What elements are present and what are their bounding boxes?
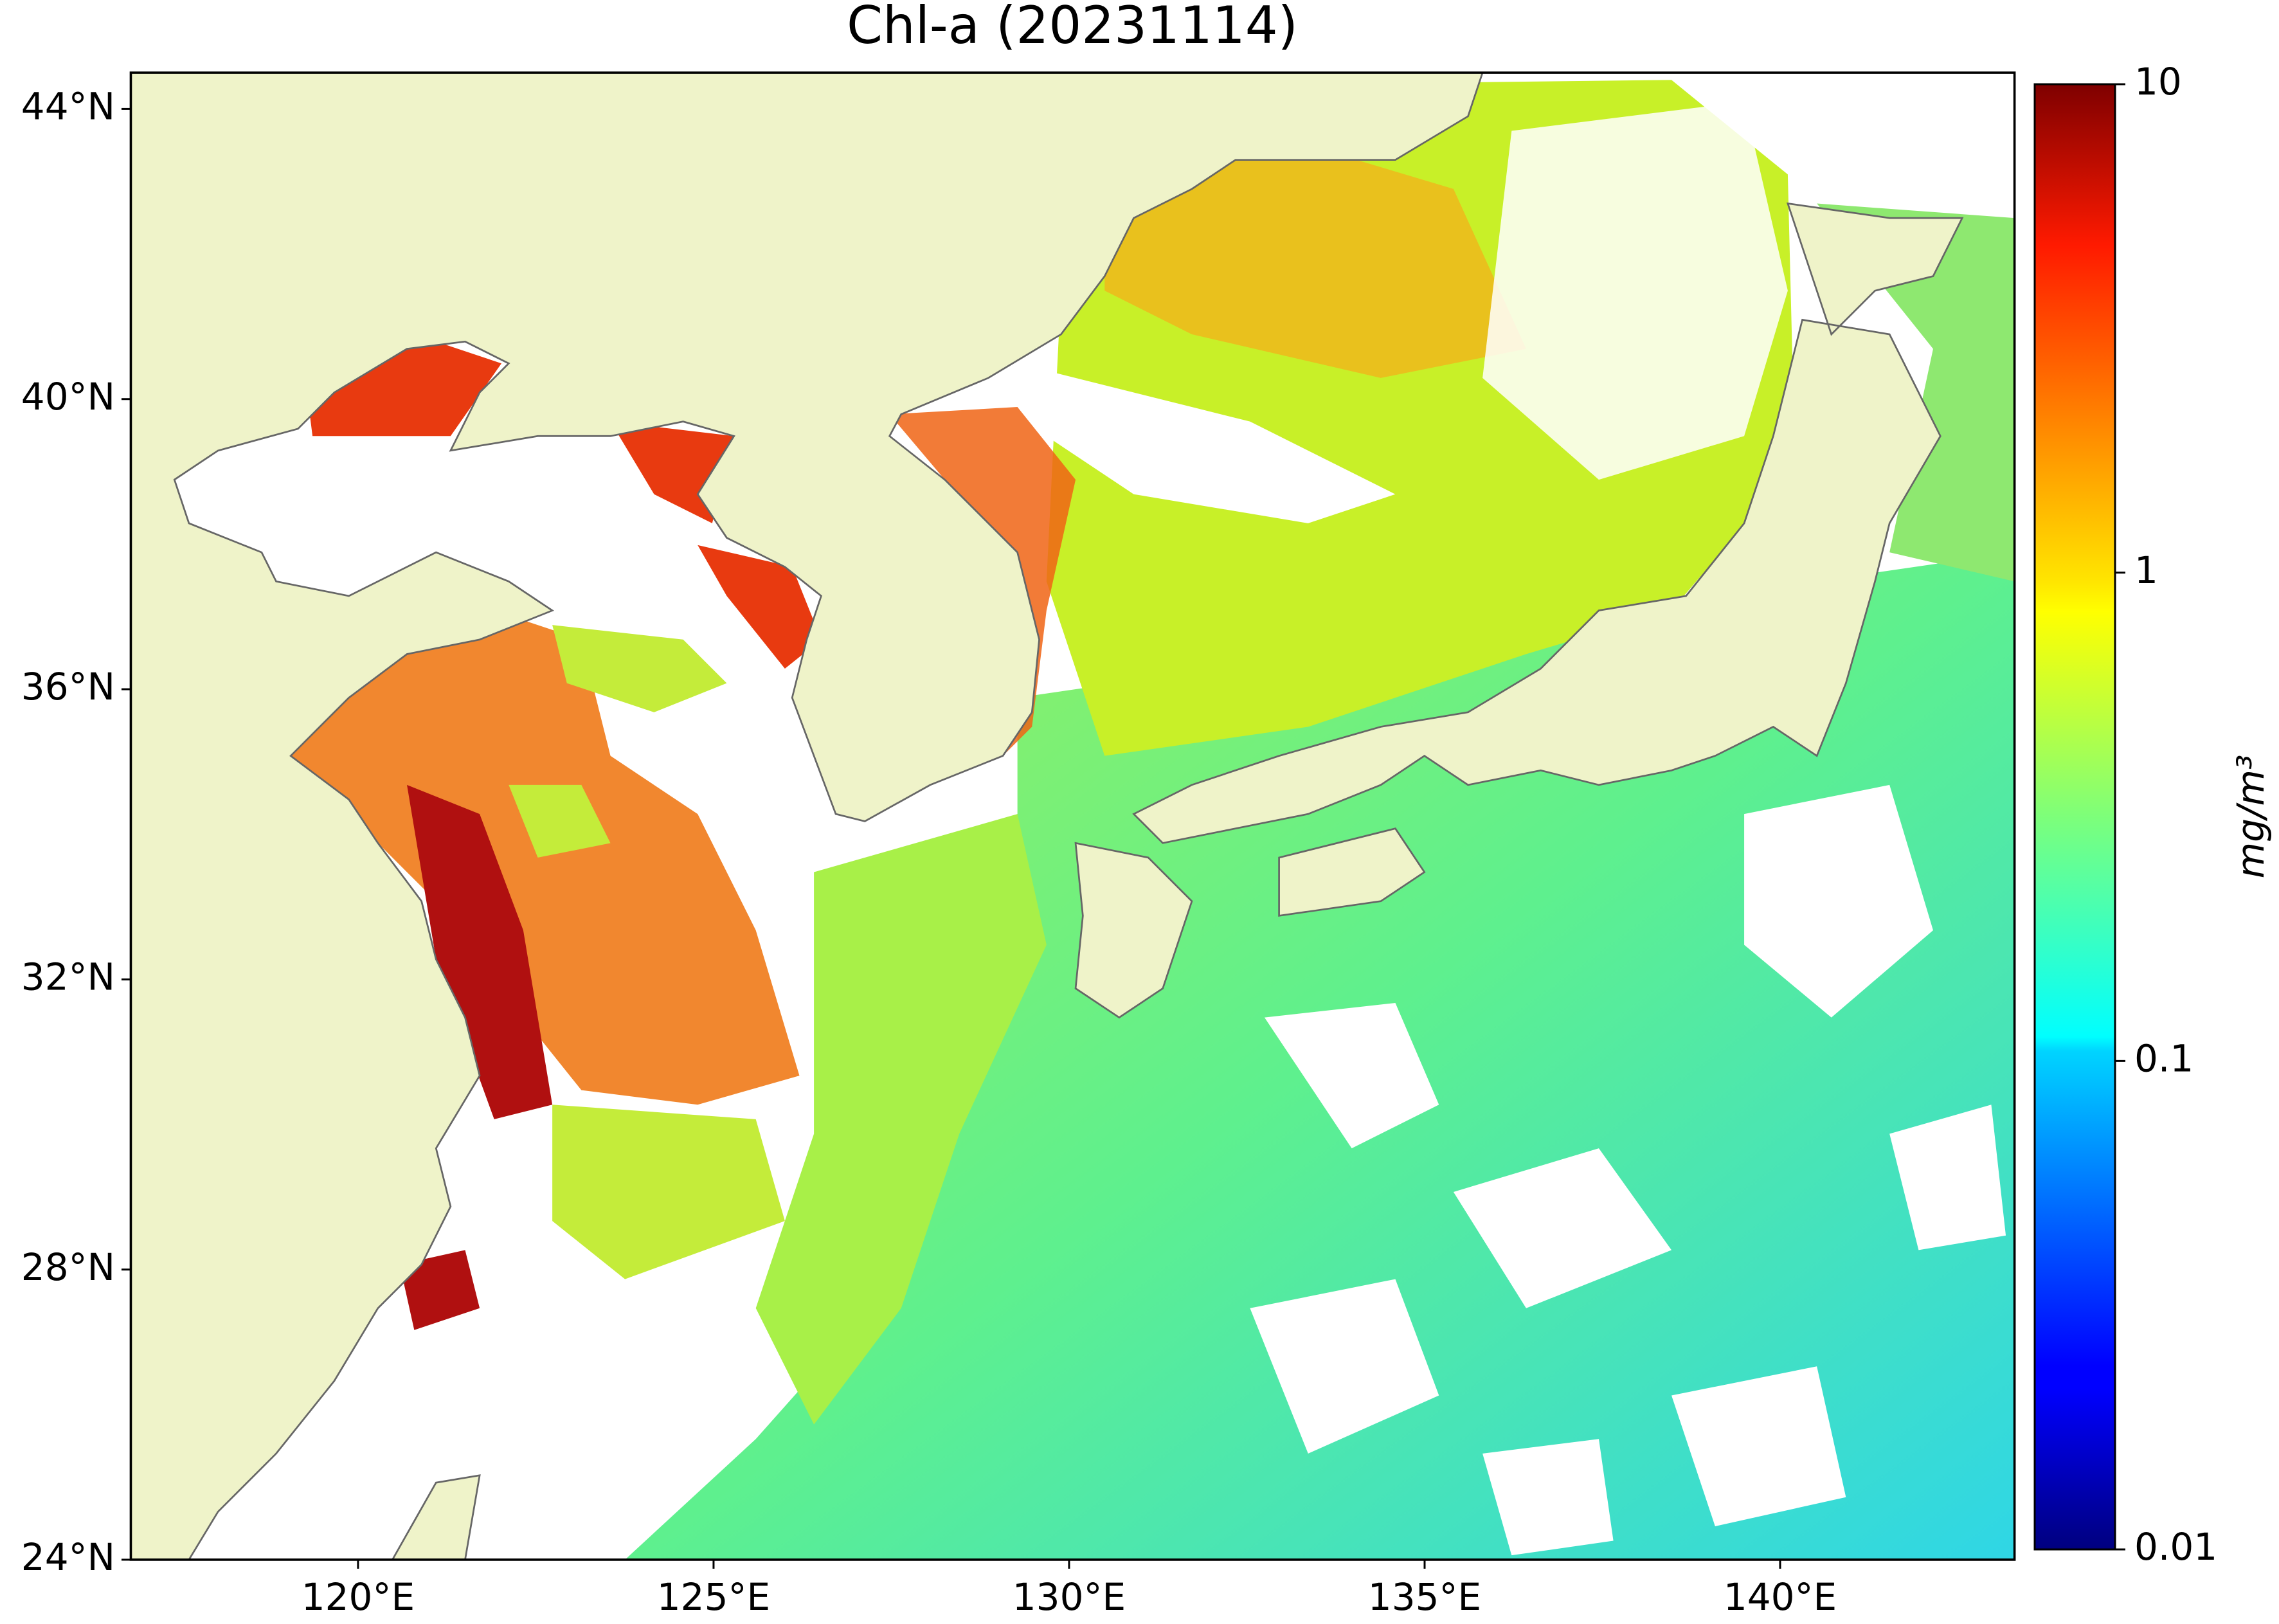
colorbar-tick-label: 0.1 bbox=[2134, 1036, 2193, 1080]
japan-sea-high bbox=[1104, 145, 1526, 378]
y-tick-label: 24°N bbox=[21, 1535, 115, 1579]
y-tick-label: 36°N bbox=[21, 665, 115, 708]
y-tick-label: 32°N bbox=[21, 955, 115, 998]
map-content bbox=[131, 73, 2015, 1560]
y-tick-label: 28°N bbox=[21, 1245, 115, 1289]
cloud bbox=[1482, 102, 1788, 480]
x-tick-label: 125°E bbox=[657, 1575, 770, 1619]
x-tick-label: 140°E bbox=[1724, 1575, 1837, 1619]
colorbar-tick-label: 10 bbox=[2134, 60, 2182, 104]
x-tick-label: 120°E bbox=[302, 1575, 415, 1619]
map-layer bbox=[129, 71, 2016, 1561]
colorbar-tick-label: 1 bbox=[2134, 548, 2158, 592]
coast-very-high bbox=[305, 341, 822, 669]
east-chl bbox=[1817, 203, 2015, 582]
coast-high bbox=[291, 610, 800, 1105]
x-tick-label: 135°E bbox=[1368, 1575, 1481, 1619]
colorbar bbox=[2033, 83, 2116, 1551]
chart-title: Chl-a (20231114) bbox=[847, 0, 1298, 55]
land bbox=[391, 1474, 481, 1560]
y-tick-label: 40°N bbox=[21, 375, 115, 419]
land bbox=[131, 73, 1484, 1560]
cloud bbox=[1017, 363, 1396, 523]
colorbar-tick-label: 0.01 bbox=[2134, 1525, 2217, 1569]
colorbar-label: mg/m³ bbox=[2229, 755, 2273, 879]
ecs-chl bbox=[755, 814, 1047, 1425]
coast-very-high bbox=[399, 784, 553, 1330]
cloud bbox=[1250, 784, 2006, 1556]
y-tick-label: 44°N bbox=[21, 85, 115, 129]
x-tick-label: 130°E bbox=[1013, 1575, 1126, 1619]
land bbox=[1074, 202, 1964, 1019]
shelf-chl bbox=[509, 625, 785, 1279]
axes-frame bbox=[129, 71, 2016, 1561]
